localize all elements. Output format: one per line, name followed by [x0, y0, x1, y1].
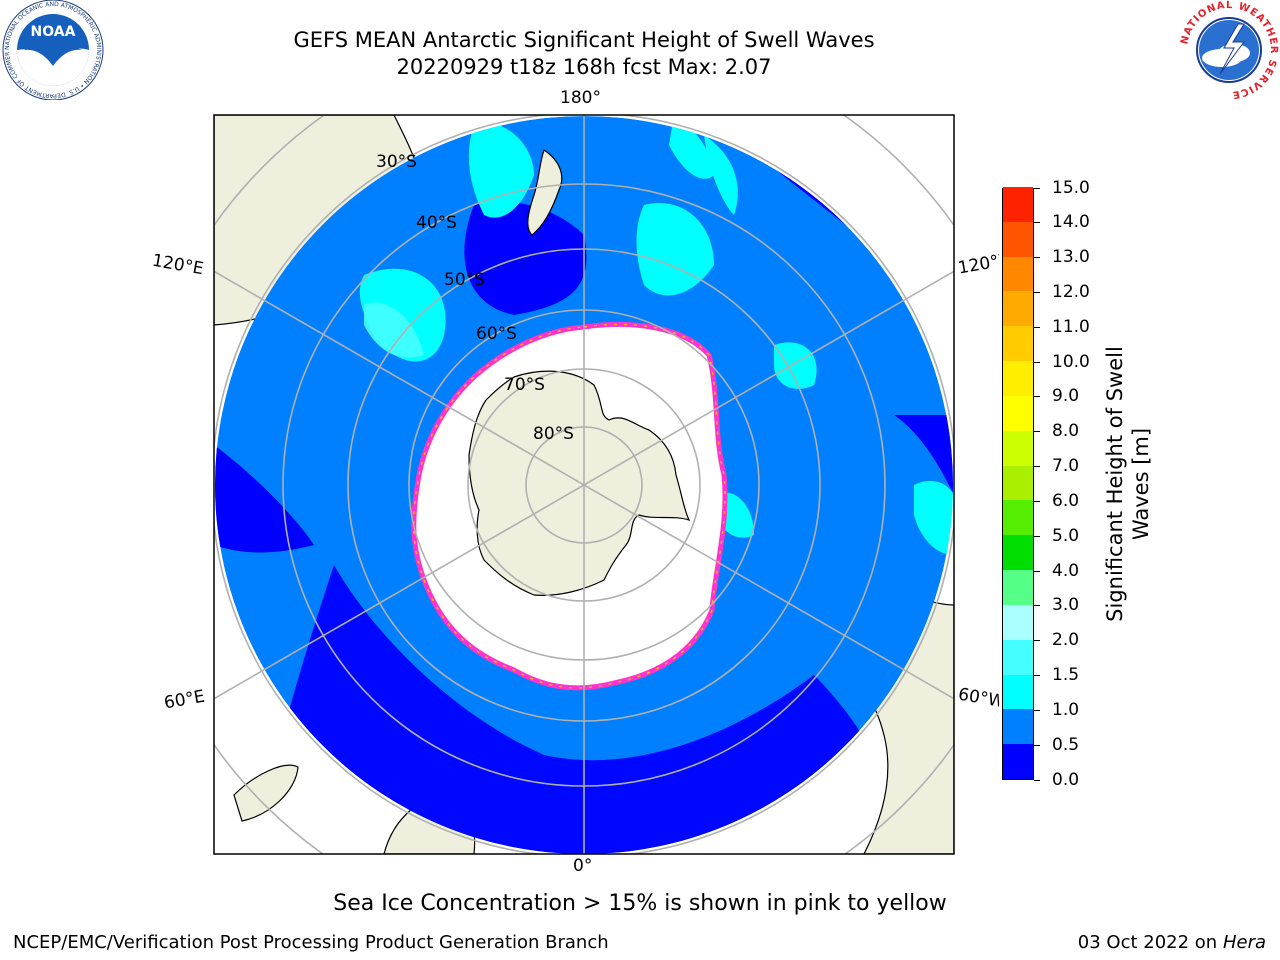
colorbar-segment	[1003, 569, 1033, 605]
land-new-zealand	[527, 149, 563, 236]
lon-label-60w: 60°W	[956, 684, 1002, 712]
colorbar-tick	[1034, 396, 1040, 398]
chart-subtitle: 20220929 t18z 168h fcst Max: 2.07	[396, 55, 772, 79]
colorbar-tick-label: 13.0	[1052, 247, 1090, 268]
colorbar-tick-label: 7.0	[1052, 456, 1080, 477]
colorbar	[1002, 186, 1034, 780]
lat-label-60s: 60°S	[476, 324, 517, 344]
polar-map	[213, 114, 955, 855]
lon-label-60e: 60°E	[162, 686, 207, 714]
lat-label-80s: 80°S	[533, 424, 574, 444]
lat-label-50s: 50°S	[444, 270, 485, 290]
colorbar-tick-label: 1.5	[1052, 665, 1080, 686]
footer-host: Hera	[1222, 932, 1266, 953]
land-madagascar	[233, 764, 299, 822]
lon-label-120w: 120°W	[956, 251, 1002, 279]
colorbar-tick	[1034, 431, 1040, 433]
lat-label-70s: 70°S	[504, 375, 545, 395]
colorbar-segment	[1003, 604, 1033, 640]
colorbar-tick-label: 14.0	[1052, 212, 1090, 233]
colorbar-tick	[1034, 222, 1040, 224]
colorbar-tick	[1034, 535, 1040, 537]
colorbar-tick-label: 2.0	[1052, 630, 1080, 651]
colorbar-tick	[1034, 326, 1040, 328]
colorbar-tick-label: 12.0	[1052, 281, 1090, 302]
colorbar-segment	[1003, 221, 1033, 257]
colorbar-segment	[1003, 290, 1033, 327]
colorbar-tick-label: 6.0	[1052, 490, 1080, 511]
colorbar-tick	[1034, 361, 1040, 363]
colorbar-tick	[1034, 187, 1040, 189]
colorbar-tick	[1034, 605, 1040, 607]
colorbar-tick	[1034, 640, 1040, 642]
colorbar-segment	[1003, 395, 1033, 431]
colorbar-tick-label: 0.5	[1052, 734, 1080, 755]
colorbar-tick	[1034, 570, 1040, 572]
colorbar-segment	[1003, 743, 1033, 779]
colorbar-tick-label: 1.0	[1052, 699, 1080, 720]
colorbar-title: Significant Height of Swell Waves [m]	[1102, 324, 1154, 644]
colorbar-tick	[1034, 291, 1040, 293]
colorbar-tick-label: 4.0	[1052, 560, 1080, 581]
colorbar-title-line2: Waves [m]	[1129, 427, 1153, 541]
lat-label-30s: 30°S	[376, 152, 417, 172]
colorbar-tick	[1034, 779, 1040, 781]
footer-date-text: 03 Oct 2022 on	[1077, 932, 1223, 953]
nws-logo: NATIONAL WEATHER SERVICE	[1179, 0, 1278, 100]
colorbar-tick-label: 15.0	[1052, 177, 1090, 198]
land-antarctica	[468, 370, 691, 596]
lon-label-120e: 120°E	[150, 250, 206, 280]
colorbar-tick-label: 5.0	[1052, 525, 1080, 546]
colorbar-tick-label: 0.0	[1052, 769, 1080, 790]
chart-title: GEFS MEAN Antarctic Significant Height o…	[293, 28, 875, 52]
lon-label-180: 180°	[560, 88, 601, 108]
colorbar-segment	[1003, 186, 1033, 222]
lon-label-0: 0°	[573, 856, 593, 876]
colorbar-tick	[1034, 744, 1040, 746]
colorbar-tick-label: 11.0	[1052, 316, 1090, 337]
colorbar-segment	[1003, 708, 1033, 745]
colorbar-tick	[1034, 675, 1040, 677]
colorbar-segment	[1003, 499, 1033, 536]
colorbar-segment	[1003, 674, 1033, 710]
colorbar-segment	[1003, 639, 1033, 675]
colorbar-tick-label: 9.0	[1052, 386, 1080, 407]
lat-label-40s: 40°S	[416, 213, 457, 233]
footer-date: 03 Oct 2022 on Hera	[1078, 932, 1266, 953]
colorbar-tick-label: 10.0	[1052, 351, 1090, 372]
colorbar-segment	[1003, 325, 1033, 362]
colorbar-segment	[1003, 465, 1033, 501]
colorbar-segment	[1003, 256, 1033, 292]
colorbar-title-line1: Significant Height of Swell	[1103, 346, 1127, 622]
graticule	[214, 115, 954, 854]
colorbar-segment	[1003, 360, 1033, 396]
noaa-logo-text: NOAA	[31, 24, 76, 40]
colorbar-segment	[1003, 534, 1033, 571]
colorbar-segment	[1003, 430, 1033, 466]
noaa-logo: NATIONAL OCEANIC AND ATMOSPHERIC ADMINIS…	[0, 0, 104, 100]
colorbar-tick	[1034, 709, 1040, 711]
colorbar-tick	[1034, 500, 1040, 502]
colorbar-tick	[1034, 257, 1040, 259]
sea-ice-caption: Sea Ice Concentration > 15% is shown in …	[333, 891, 947, 916]
colorbar-tick-label: 8.0	[1052, 421, 1080, 442]
colorbar-tick	[1034, 466, 1040, 468]
colorbar-tick-label: 3.0	[1052, 595, 1080, 616]
footer-organization: NCEP/EMC/Verification Post Processing Pr…	[13, 932, 609, 953]
polar-map-svg	[213, 114, 955, 855]
